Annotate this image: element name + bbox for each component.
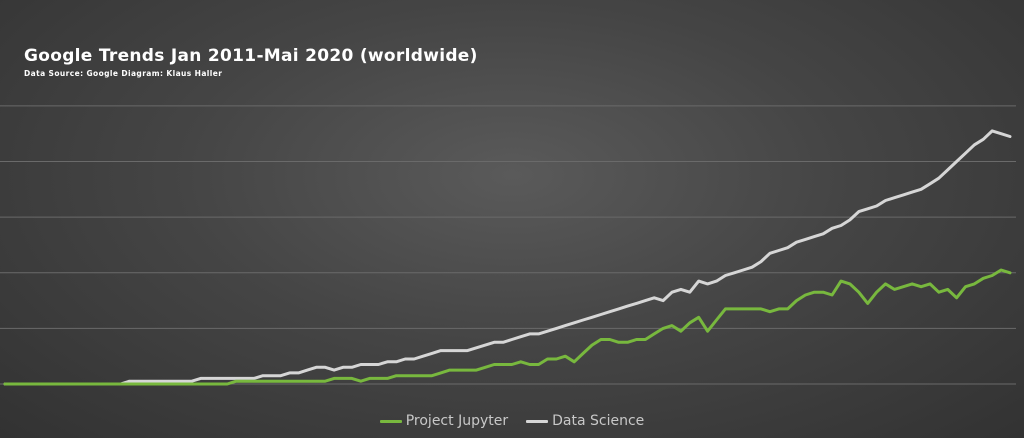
legend-item-data-science[interactable]: Data Science [526,413,644,429]
legend-swatch-data-science [526,419,549,423]
chart-title: Google Trends Jan 2011-Mai 2020 (worldwi… [24,46,478,66]
legend-swatch-project-jupyter [379,419,402,423]
series-line-project-jupyter [3,268,1012,386]
series-lines [3,129,1012,386]
series-line-data-science [3,129,1012,386]
legend: Project Jupyter Data Science [0,413,1024,429]
legend-label-project-jupyter: Project Jupyter [405,413,509,429]
legend-item-project-jupyter[interactable]: Project Jupyter [379,413,509,429]
chart-subtitle: Data Source: Google Diagram: Klaus Halle… [24,69,223,78]
legend-label-data-science: Data Science [552,413,645,429]
